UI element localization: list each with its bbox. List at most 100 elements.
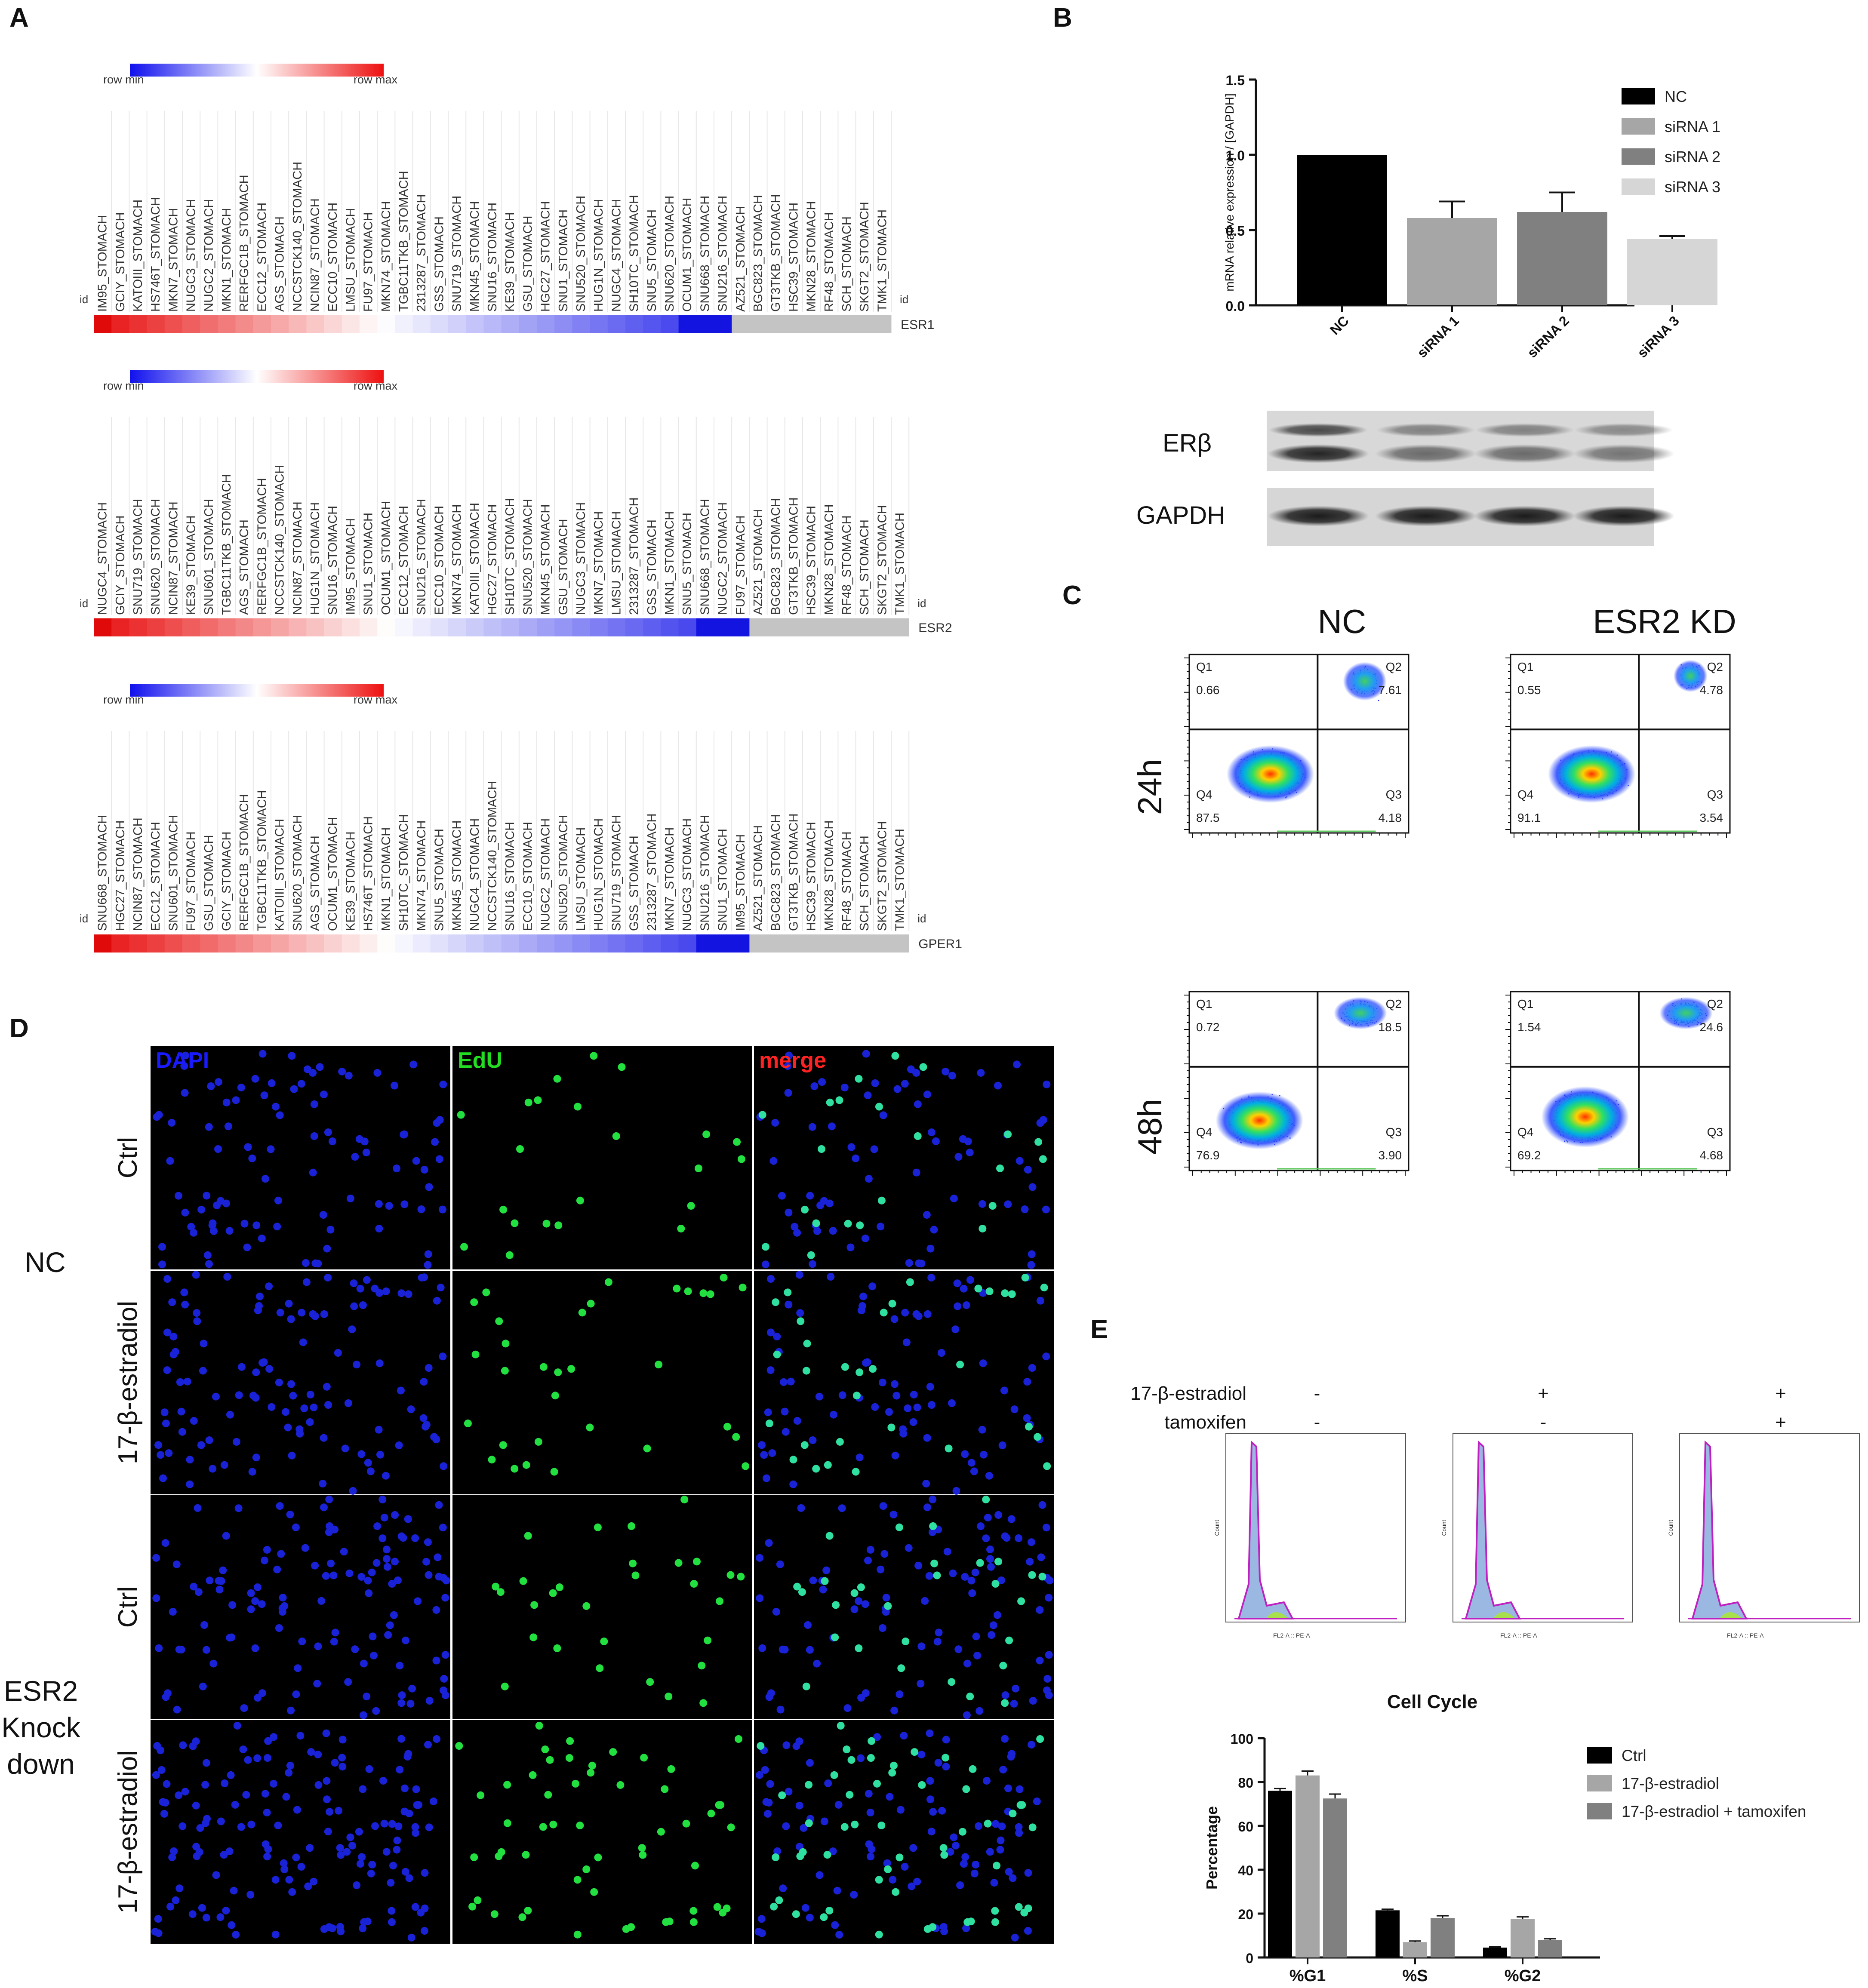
flow-plot: Q1 0.66 Q2 7.61 Q4 87.5 Q3 4.18 (1184, 654, 1409, 838)
quadrant-value-q3: 4.18 (1379, 811, 1402, 824)
x-tick-label: siRNA 2 (1524, 313, 1572, 360)
heatmap-cell (803, 618, 821, 636)
heatmap-cell (714, 618, 732, 636)
flow-col-title-nc: NC (1318, 602, 1366, 640)
treatment-label-tamoxifen: tamoxifen (1164, 1412, 1246, 1433)
group-label-nc: NC (25, 1246, 65, 1278)
heatmap-column-label: SNU668_STOMACH (698, 196, 712, 312)
heatmap-cell (607, 618, 626, 636)
quadrant-name-q1: Q1 (1196, 660, 1212, 673)
heatmap-cell (94, 315, 112, 333)
heatmap-cell (147, 315, 165, 333)
histogram-x-label: FL2-A :: PE-A (1500, 1632, 1537, 1639)
heatmap-column-label: MKN74_STOMACH (415, 820, 428, 931)
micrograph-background (754, 1271, 1054, 1494)
heatmap-column-label: MKN7_STOMACH (663, 827, 677, 931)
heatmap-cell (235, 618, 254, 636)
treatment-sign: - (1540, 1412, 1547, 1433)
heatmap-column-label: HGC27_STOMACH (114, 820, 127, 931)
heatmap-column-label: NUGC2_STOMACH (539, 818, 553, 931)
group-label-down: down (7, 1748, 75, 1780)
heatmap-cell (572, 934, 591, 953)
legend-swatch (1622, 88, 1655, 104)
heatmap-cell (856, 315, 874, 333)
heatmap-legend-min: row min (103, 693, 144, 706)
quadrant-value-q4: 69.2 (1517, 1149, 1541, 1162)
heatmap-cell (360, 618, 378, 636)
western-band-gapdh (1474, 506, 1576, 526)
heatmap-id-left: id (80, 912, 88, 925)
heatmap-cell (856, 934, 874, 953)
x-tick-label: %S (1402, 1967, 1428, 1985)
flow-density-upper (1659, 997, 1713, 1029)
quadrant-value-q2: 7.61 (1379, 683, 1402, 697)
micrograph-tile (754, 1720, 1054, 1944)
heatmap-column-label: KATOIII_STOMACH (131, 200, 145, 312)
heatmap-legend-bar (130, 64, 384, 77)
micrograph-tile (452, 1271, 752, 1494)
heatmap-id-right: id (917, 912, 926, 925)
micrograph-tile (452, 1495, 752, 1719)
heatmap-cell (395, 618, 413, 636)
heatmap-cell (643, 934, 661, 953)
western-label-erb: ERβ (1163, 429, 1212, 457)
heatmap-legend-max: row max (354, 693, 398, 706)
quadrant-value-q2: 18.5 (1379, 1020, 1402, 1034)
legend-label: NC (1665, 88, 1687, 105)
western-band-erb-upper (1269, 423, 1368, 437)
western-band-erb (1268, 444, 1369, 463)
dapi-nuclei (151, 1722, 441, 1942)
heatmap-column-label: SKGT2_STOMACH (858, 202, 871, 312)
heatmap-cell (572, 315, 591, 333)
heatmap-cell (554, 618, 572, 636)
heatmap-cell (448, 315, 466, 333)
heatmap-cell (643, 618, 661, 636)
heatmap-cell (360, 934, 378, 953)
y-tick-label: 0.5 (1226, 223, 1245, 239)
heatmap-column-label: LMSU_STOMACH (609, 511, 623, 615)
heatmap-cell (554, 315, 572, 333)
heatmap-cell (678, 315, 697, 333)
heatmap-cell (732, 934, 750, 953)
channel-title: merge (759, 1048, 826, 1073)
quadrant-value-q4: 76.9 (1196, 1149, 1220, 1162)
heatmap-column-label: GCIY_STOMACH (114, 515, 127, 615)
heatmap-cell (200, 934, 218, 953)
heatmap-column-label: OCUM1_STOMACH (379, 501, 393, 615)
heatmap-cell (377, 315, 395, 333)
panel-d-edu-imaging: NC ESR2 Knock down Ctrl 17-β-estradiol Ctr… (1, 1046, 1054, 1944)
heatmap-column-label: SCH_STOMACH (858, 519, 871, 615)
heatmap-column-label: NUGC2_STOMACH (716, 502, 730, 615)
histogram-g1-peak (1237, 1440, 1294, 1619)
heatmap-cell (732, 618, 750, 636)
heatmap-cell (324, 618, 342, 636)
legend-swatch (1587, 1747, 1612, 1764)
heatmap-column-label: TMK1_STOMACH (893, 513, 907, 615)
heatmap-column-label: SNU601_STOMACH (166, 815, 180, 931)
panel-a-heatmaps: row min row max id id IM95_STOMACH GCIY_STOMA… (80, 64, 962, 953)
heatmap-cell (289, 315, 307, 333)
quadrant-name-q1: Q1 (1517, 660, 1533, 673)
treatment-sign: + (1775, 1412, 1786, 1433)
dapi-nuclei (153, 1050, 447, 1269)
heatmap-cell (271, 618, 289, 636)
quadrant-name-q2: Q2 (1386, 660, 1402, 673)
heatmap-cell (714, 934, 732, 953)
heatmap-column-label: OCUM1_STOMACH (326, 817, 340, 931)
flow-density-main (1548, 745, 1636, 803)
heatmap-column-label: SH10TC_STOMACH (397, 814, 411, 931)
y-tick-label: 100 (1231, 1731, 1253, 1747)
heatmap-cell (838, 934, 856, 953)
heatmap-legend-min: row min (103, 379, 144, 392)
heatmap-column-label: HS746T_STOMACH (362, 816, 375, 931)
heatmap-cell (200, 315, 218, 333)
quadrant-value-q2: 24.6 (1700, 1020, 1723, 1034)
heatmap-cell (94, 934, 112, 953)
heatmap-column-label: NUGC3_STOMACH (185, 199, 198, 312)
channel-title: EdU (458, 1048, 502, 1073)
row-label: Ctrl (113, 1137, 143, 1178)
heatmap-cell (661, 934, 679, 953)
heatmap-cell (253, 934, 271, 953)
western-band-erb-upper (1376, 423, 1475, 437)
